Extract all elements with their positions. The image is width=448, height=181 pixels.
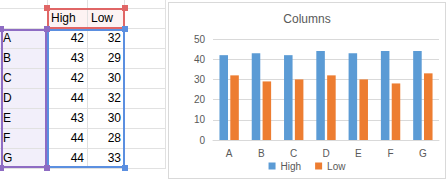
- svg-text:B: B: [258, 148, 265, 159]
- html-text:43: 43: [70, 111, 84, 125]
- svg-text:E: E: [355, 148, 362, 159]
- html-text:42: 42: [70, 31, 84, 45]
- html-text:33: 33: [107, 151, 121, 165]
- html-text:32: 32: [107, 91, 121, 105]
- svg-text:High: High: [281, 161, 302, 172]
- html-text:B: B: [3, 51, 11, 65]
- svg-text:A: A: [226, 148, 233, 159]
- html-text:F: F: [3, 131, 11, 145]
- html-text:30: 30: [107, 111, 121, 125]
- html-text:28: 28: [107, 131, 121, 145]
- html-text:E: E: [3, 111, 11, 125]
- html-text:32: 32: [107, 31, 121, 45]
- svg-text:10: 10: [194, 114, 206, 125]
- html-text:42: 42: [70, 71, 84, 85]
- html-text:G: G: [3, 151, 13, 165]
- svg-text:0: 0: [199, 135, 205, 146]
- svg-text:F: F: [388, 148, 394, 159]
- html-text:43: 43: [70, 51, 84, 65]
- svg-text:C: C: [290, 148, 297, 159]
- svg-text:30: 30: [194, 74, 206, 85]
- html-text:D: D: [3, 91, 12, 105]
- html-text:30: 30: [107, 71, 121, 85]
- svg-text:20: 20: [194, 94, 206, 105]
- html-text:A: A: [3, 31, 11, 45]
- svg-text:Low: Low: [327, 161, 346, 172]
- svg-text:40: 40: [194, 54, 206, 65]
- svg-text:D: D: [322, 148, 329, 159]
- html-text:44: 44: [70, 151, 84, 165]
- html-text:44: 44: [70, 131, 84, 145]
- svg-text:G: G: [419, 148, 427, 159]
- svg-text:Columns: Columns: [283, 12, 330, 26]
- html-text:Low: Low: [91, 11, 113, 25]
- html-text:C: C: [3, 71, 12, 85]
- html-text:44: 44: [70, 91, 84, 105]
- svg-text:50: 50: [194, 34, 206, 45]
- html-text:29: 29: [107, 51, 121, 65]
- html-text:High: High: [51, 11, 76, 25]
